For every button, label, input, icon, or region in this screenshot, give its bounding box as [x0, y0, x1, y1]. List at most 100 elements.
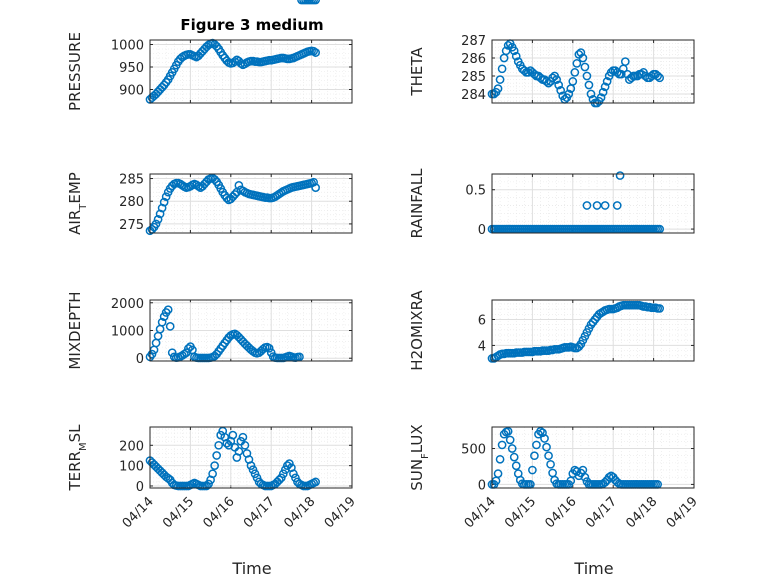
data-point [528, 465, 537, 475]
x-tick-label: 04/19 [664, 494, 701, 531]
x-tick-label: 04/14 [120, 494, 157, 531]
data-point [530, 451, 539, 461]
data-point [578, 53, 588, 63]
y-tick-label: 950 [119, 61, 144, 76]
data-point [210, 461, 219, 470]
subplot-theta: 284 285 286 287 THETA [408, 34, 695, 108]
data-point [311, 0, 320, 5]
data-point [584, 80, 594, 90]
data-point [612, 201, 622, 210]
axes-box [491, 39, 695, 104]
data-point [511, 461, 521, 471]
data-point [536, 73, 545, 83]
data-point [153, 215, 163, 224]
y-tick-label: 275 [119, 218, 144, 233]
x-tick-label: 04/15 [160, 494, 197, 531]
data-point [501, 46, 511, 56]
data-point [184, 344, 193, 353]
y-tick-label: 900 [119, 84, 144, 99]
data-point [495, 454, 505, 464]
y-tick-label: 0.5 [465, 184, 486, 199]
data-point [615, 171, 625, 180]
data-point [556, 86, 566, 95]
data-point [592, 201, 602, 210]
y-axis-label: PRESSURE [66, 32, 84, 111]
data-point [600, 82, 610, 92]
data-point [147, 349, 157, 359]
axes-box [149, 173, 353, 234]
data-point [586, 89, 596, 99]
x-tick-label: 04/16 [201, 494, 238, 531]
data-point [505, 435, 515, 445]
data-point [633, 71, 642, 81]
data-point [222, 193, 232, 203]
data-point [285, 459, 294, 468]
data-point [248, 346, 258, 356]
data-point [519, 66, 529, 75]
x-axis-label-right: Time [573, 559, 613, 578]
data-point [202, 481, 211, 491]
data-point [641, 71, 650, 81]
subplot-air-temp: 275 280 285 AIRTEMP [66, 172, 353, 236]
data-point [509, 452, 519, 462]
y-tick-label: 200 [119, 439, 144, 454]
data-point [497, 440, 507, 450]
data-point [208, 469, 217, 479]
figure-title: Figure 3 medium [180, 16, 323, 34]
data-point [214, 440, 224, 450]
y-tick-label: 0 [478, 478, 486, 493]
data-point [493, 84, 503, 93]
data-point [493, 469, 503, 478]
data-point [210, 175, 219, 184]
plot-area [492, 174, 694, 233]
data-point [311, 477, 320, 487]
data-point [246, 461, 256, 470]
subplot-h2omixra: 4 6 H2OMIXRA [408, 290, 695, 371]
x-tick-label: 04/18 [623, 494, 660, 531]
y-tick-label: 284 [461, 88, 486, 103]
data-point [582, 71, 592, 81]
data-point [620, 57, 630, 66]
data-point [572, 467, 582, 476]
data-point [230, 190, 240, 199]
y-axis-label: H2OMIXRA [408, 290, 426, 371]
y-tick-label: 287 [461, 34, 486, 49]
data-point [264, 343, 274, 353]
x-tick-label: 04/17 [241, 494, 278, 531]
data-point [552, 75, 561, 84]
subplot-pressure: 900 950 1000 PRESSURE [66, 32, 353, 111]
y-tick-label: 500 [461, 443, 486, 458]
data-point [511, 51, 521, 61]
data-point [509, 46, 519, 56]
data-point [580, 472, 590, 482]
data-point [503, 426, 513, 436]
data-point [582, 201, 592, 210]
data-point [542, 77, 551, 86]
x-tick-label: 04/14 [462, 494, 499, 531]
data-point [159, 312, 169, 321]
data-point [503, 41, 513, 50]
y-axis-label: SUNFLUX [408, 424, 431, 490]
x-tick-label: 04/15 [502, 494, 539, 531]
axes-box [149, 39, 353, 104]
data-point [258, 344, 268, 354]
data-point [637, 69, 646, 79]
data-point [238, 432, 248, 442]
data-point [568, 77, 578, 86]
data-point [564, 89, 574, 99]
data-point [291, 473, 300, 483]
y-tick-label: 1000 [111, 39, 144, 54]
data-point [598, 87, 608, 97]
y-tick-label: 285 [119, 173, 144, 188]
data-point [252, 473, 262, 483]
axes-box [491, 426, 695, 489]
data-point [151, 219, 161, 229]
data-point [647, 71, 656, 81]
y-tick-label: 0 [478, 223, 486, 238]
y-tick-label: 4 [478, 339, 486, 354]
data-point [228, 430, 238, 440]
data-point [542, 442, 551, 452]
x-tick-label: 04/17 [583, 494, 620, 531]
x-tick-label: 04/18 [281, 494, 318, 531]
